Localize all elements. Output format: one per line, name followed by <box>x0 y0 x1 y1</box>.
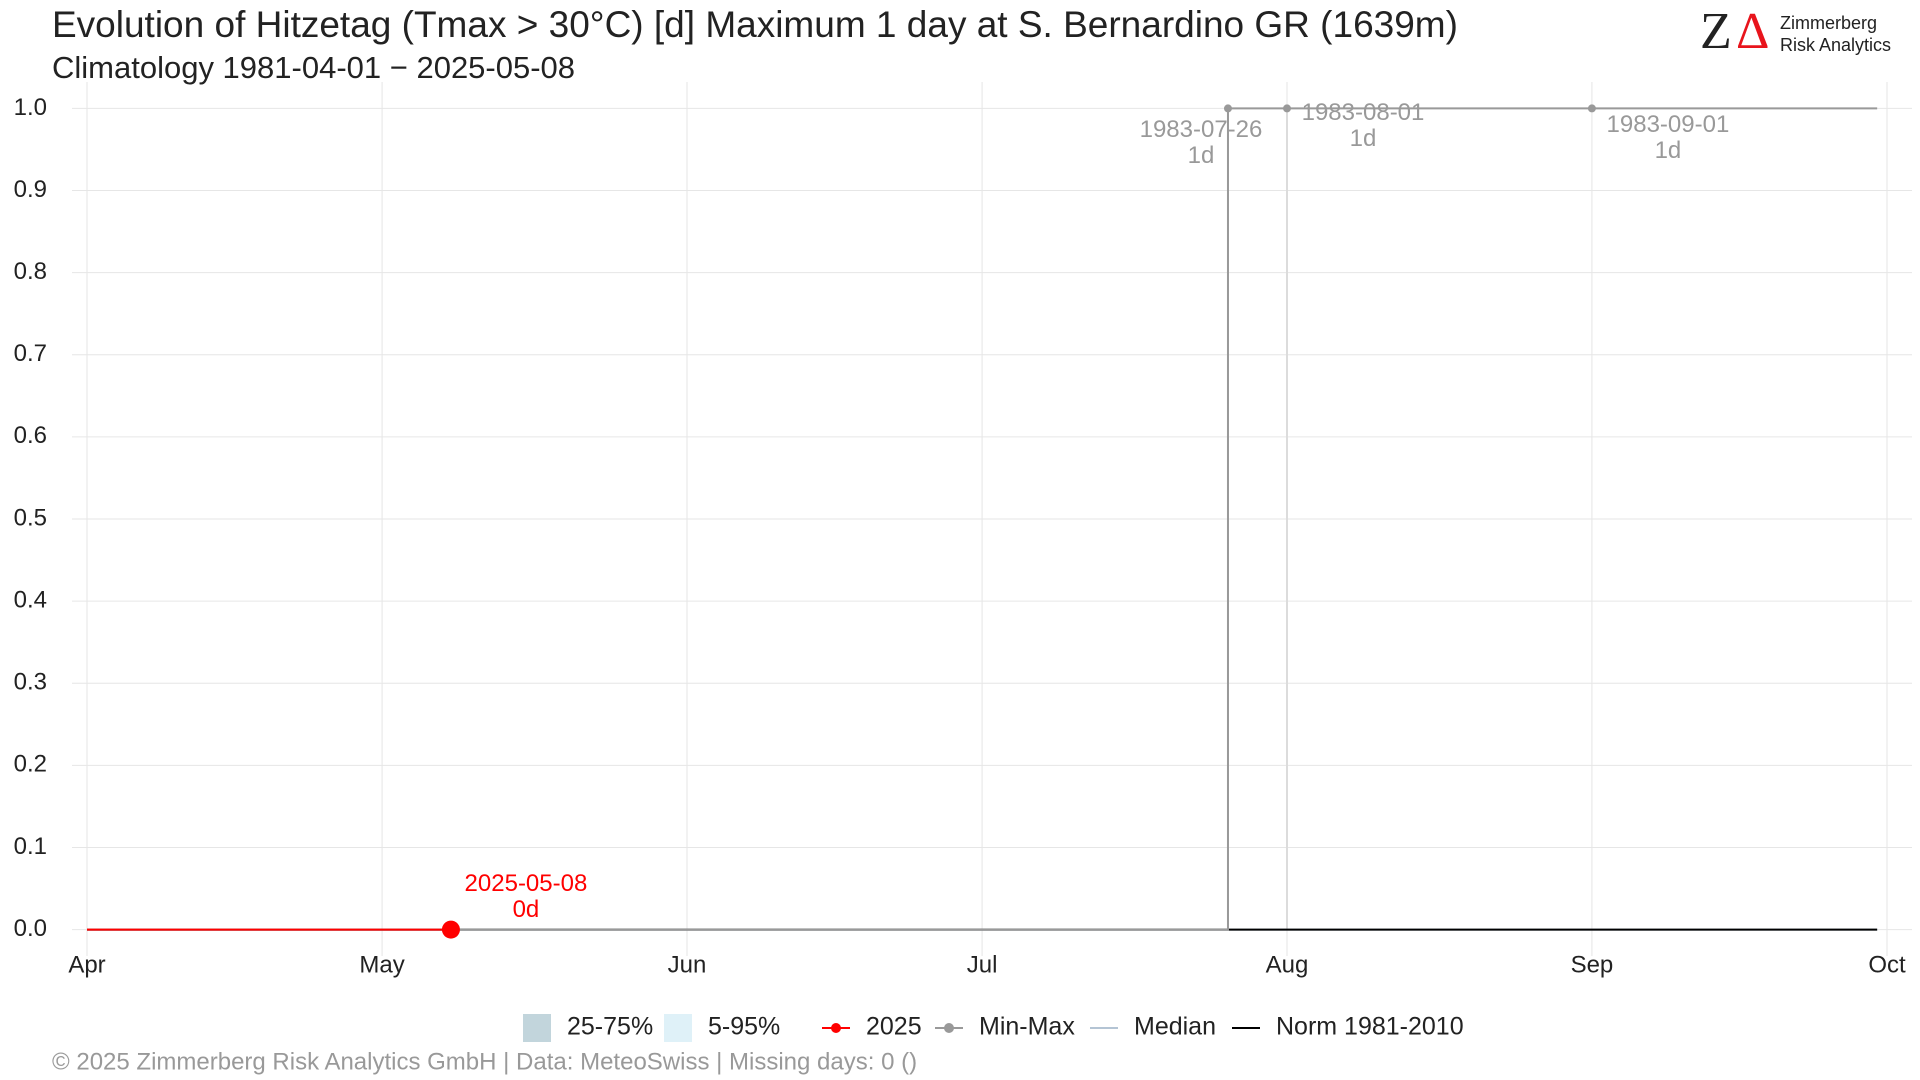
annotation-value: 0d <box>513 896 540 923</box>
annotation-point <box>1223 104 1232 113</box>
current-point <box>441 920 460 939</box>
x-tick-label: Jul <box>967 951 998 978</box>
annotation-label: 1983-07-26 <box>1140 116 1263 143</box>
y-tick-label: 0.1 <box>14 833 47 860</box>
legend-swatch <box>523 1014 551 1042</box>
y-tick-label: 0.4 <box>14 586 47 613</box>
footer: © 2025 Zimmerberg Risk Analytics GmbH | … <box>52 1048 917 1075</box>
y-tick-label: 0.8 <box>14 258 47 285</box>
legend-swatch <box>944 1023 954 1033</box>
x-tick-label: Oct <box>1868 951 1906 978</box>
legend-label: 5-95% <box>708 1013 780 1041</box>
annotation-point <box>1587 104 1596 113</box>
annotation-value: 1d <box>1188 142 1215 169</box>
legend-swatch <box>831 1023 841 1033</box>
annotation-label: 2025-05-08 <box>465 870 588 897</box>
annotation-label: 1983-09-01 <box>1607 111 1730 138</box>
logo-text: Risk Analytics <box>1780 35 1891 55</box>
annotation-value: 1d <box>1350 125 1377 152</box>
chart-title: Evolution of Hitzetag (Tmax > 30°C) [d] … <box>52 4 1458 45</box>
legend-label: Min-Max <box>979 1013 1075 1041</box>
x-tick-label: Sep <box>1571 951 1614 978</box>
legend-swatch <box>664 1014 692 1042</box>
x-tick-label: Apr <box>68 951 105 978</box>
y-tick-label: 0.7 <box>14 340 47 367</box>
x-tick-label: May <box>359 951 404 978</box>
annotation-point <box>1283 104 1291 113</box>
y-tick-label: 0.6 <box>14 422 47 449</box>
logo-text: Zimmerberg <box>1780 13 1877 33</box>
series-line <box>87 107 1878 931</box>
logo-letter: Z <box>1700 3 1732 60</box>
x-tick-label: Jun <box>668 951 707 978</box>
legend-label: Median <box>1134 1013 1216 1041</box>
y-tick-label: 1.0 <box>14 94 47 121</box>
y-tick-label: 0.3 <box>14 669 47 696</box>
y-tick-label: 0.9 <box>14 176 47 203</box>
y-tick-label: 0.0 <box>14 915 47 942</box>
legend-label: Norm 1981-2010 <box>1276 1013 1464 1041</box>
legend-label: 25-75% <box>567 1013 653 1041</box>
annotation-value: 1d <box>1655 137 1682 164</box>
legend-label: 2025 <box>866 1013 922 1041</box>
chart-subtitle: Climatology 1981-04-01 − 2025-05-08 <box>52 50 575 85</box>
x-tick-label: Aug <box>1266 951 1309 978</box>
logo-letter: Δ <box>1736 3 1769 60</box>
y-tick-label: 0.5 <box>14 504 47 531</box>
annotation-label: 1983-08-01 <box>1302 99 1425 126</box>
y-tick-label: 0.2 <box>14 751 47 778</box>
